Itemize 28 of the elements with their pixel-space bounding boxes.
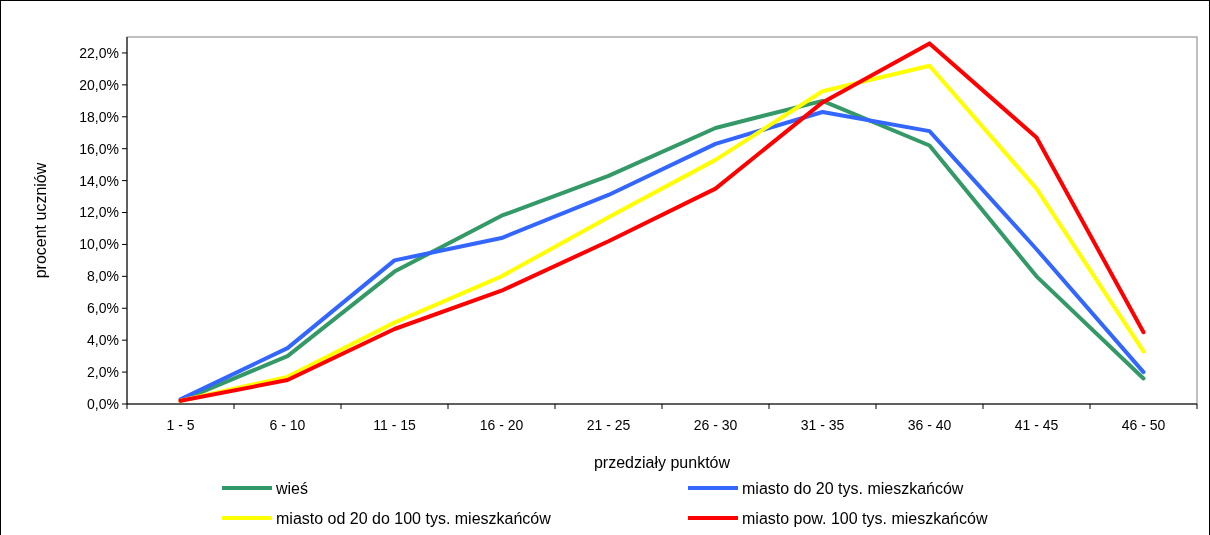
y-tick-label: 16,0% [79,140,119,157]
y-tick-label: 12,0% [79,204,119,221]
legend-label: miasto od 20 do 100 tys. mieszkańców [276,509,552,527]
x-tick-label: 36 - 40 [907,417,952,433]
x-tick-label: 11 - 15 [373,417,416,433]
y-tick-label: 6,0% [87,300,119,317]
y-tick-label: 8,0% [87,268,119,285]
y-axis-title: procent uczniów [32,162,49,279]
x-tick-label: 46 - 50 [1121,417,1166,433]
y-tick-label: 4,0% [87,332,119,349]
y-tick-label: 22,0% [79,44,119,61]
y-tick-label: 0,0% [87,395,119,412]
y-tick-label: 18,0% [79,108,119,125]
y-tick-label: 2,0% [87,363,119,380]
legend-label: wieś [275,479,309,497]
x-tick-label: 1 - 5 [166,417,195,433]
y-tick-label: 10,0% [79,236,119,253]
x-tick-label: 21 - 25 [586,417,631,433]
legend-label: miasto do 20 tys. mieszkańców [742,479,964,497]
x-tick-label: 31 - 35 [800,417,845,433]
y-tick-label: 20,0% [79,76,119,93]
x-tick-label: 16 - 20 [479,417,524,433]
legend-label: miasto pow. 100 tys. mieszkańców [742,509,988,527]
x-tick-label: 26 - 30 [693,417,738,433]
x-tick-label: 41 - 45 [1014,417,1059,433]
x-tick-label: 6 - 10 [269,417,306,433]
x-axis-title: przedziały punktów [593,454,731,471]
y-tick-label: 14,0% [79,172,119,189]
